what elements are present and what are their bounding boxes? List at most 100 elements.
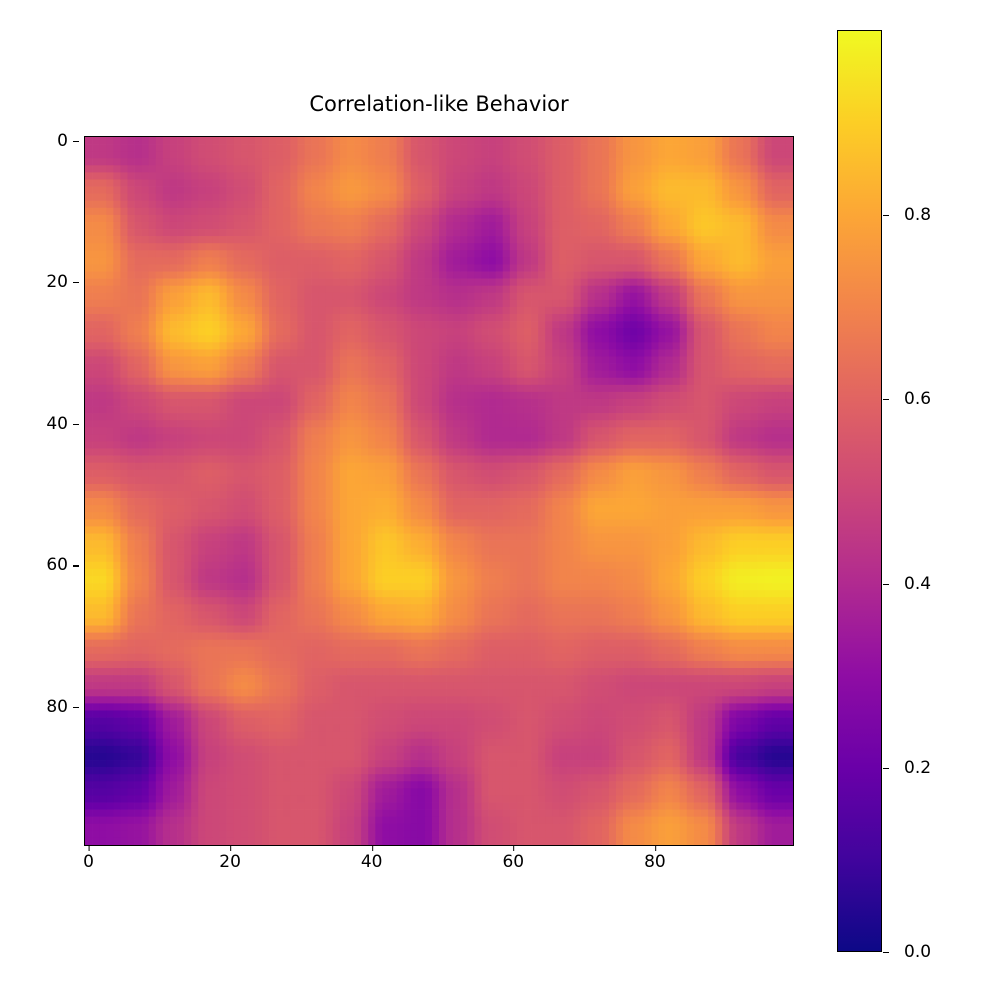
heatmap-cell [538, 186, 546, 194]
heatmap-cell [141, 137, 150, 145]
heatmap-cell [368, 144, 376, 152]
heatmap-cell [736, 335, 744, 343]
heatmap-cell [672, 221, 681, 230]
heatmap-cell [205, 200, 213, 209]
heatmap-cell [354, 144, 362, 152]
heatmap-cell [339, 221, 348, 230]
heatmap-cell [467, 427, 475, 435]
heatmap-cell [361, 285, 369, 294]
heatmap-cell [785, 349, 793, 357]
heatmap-cell [771, 257, 780, 265]
heatmap-cell [368, 356, 376, 364]
heatmap-cell [410, 483, 419, 492]
heatmap-cell [304, 264, 312, 272]
heatmap-cell [113, 413, 121, 421]
heatmap-cell [205, 335, 213, 343]
heatmap-cell [283, 172, 291, 180]
heatmap-cell [283, 335, 291, 343]
heatmap-cell [318, 278, 327, 287]
heatmap-cell [410, 299, 419, 308]
heatmap-cell [453, 349, 461, 357]
heatmap-cell [495, 384, 504, 393]
heatmap-cell [693, 186, 702, 194]
heatmap-cell [290, 377, 298, 386]
heatmap-cell [708, 179, 716, 187]
heatmap-cell [431, 264, 440, 272]
heatmap-cell [184, 370, 192, 379]
heatmap-cell [177, 214, 185, 223]
heatmap-cell [516, 455, 525, 464]
heatmap-cell [467, 137, 475, 145]
heatmap-cell [269, 406, 277, 414]
heatmap-cell [785, 363, 793, 371]
heatmap-cell [743, 349, 751, 357]
heatmap-cell [594, 207, 603, 216]
heatmap-cell [325, 406, 334, 414]
heatmap-cell [431, 420, 440, 428]
heatmap-cell [601, 427, 610, 435]
heatmap-cell [531, 264, 539, 272]
heatmap-cell [283, 285, 291, 294]
heatmap-cell [729, 420, 737, 428]
heatmap-cell [637, 271, 645, 279]
heatmap-cell [304, 271, 312, 279]
heatmap-cell [630, 278, 638, 287]
heatmap-cell [771, 441, 780, 449]
heatmap-cell [559, 321, 567, 329]
heatmap-cell [155, 328, 164, 336]
heatmap-cell [219, 299, 227, 308]
heatmap-cell [594, 434, 603, 442]
heatmap-cell [616, 137, 624, 145]
heatmap-cell [169, 137, 178, 145]
heatmap-cell [700, 314, 709, 322]
heatmap-cell [722, 441, 730, 449]
heatmap-cell [226, 264, 235, 272]
heatmap-cell [198, 193, 206, 202]
heatmap-cell [339, 448, 348, 456]
heatmap-cell [750, 441, 758, 449]
heatmap-cell [339, 151, 348, 159]
heatmap-cell [361, 200, 369, 209]
heatmap-cell [113, 462, 121, 471]
heatmap-cell [283, 476, 291, 485]
heatmap-cell [113, 144, 121, 152]
heatmap-cell [417, 363, 426, 371]
heatmap-cell [736, 306, 744, 315]
heatmap-cell [169, 342, 178, 350]
heatmap-cell [474, 398, 482, 407]
heatmap-cell [750, 391, 758, 400]
heatmap-cell [191, 420, 199, 428]
heatmap-cell [708, 144, 716, 152]
heatmap-cell [247, 370, 256, 379]
heatmap-cell [601, 349, 610, 357]
heatmap-cell [587, 172, 596, 180]
heatmap-cell [368, 427, 376, 435]
heatmap-cell [488, 207, 496, 216]
heatmap-cell [212, 285, 220, 294]
heatmap-cell [417, 335, 426, 343]
heatmap-cell [269, 370, 277, 379]
heatmap-cell [467, 285, 475, 294]
heatmap-cell [552, 462, 560, 471]
heatmap-cell [566, 179, 574, 187]
heatmap-cell [651, 476, 659, 485]
heatmap-cell [509, 391, 518, 400]
heatmap-cell [644, 356, 652, 364]
heatmap-cell [594, 193, 603, 202]
heatmap-cell [311, 321, 319, 329]
heatmap-cell [290, 335, 298, 343]
heatmap-cell [785, 278, 793, 287]
heatmap-cell [85, 137, 93, 145]
heatmap-cell [212, 250, 220, 258]
heatmap-cell [318, 271, 327, 279]
heatmap-cell [467, 179, 475, 187]
heatmap-cell [474, 462, 482, 471]
heatmap-cell [219, 165, 227, 173]
heatmap-cell [311, 214, 319, 223]
heatmap-cell [106, 377, 114, 386]
heatmap-cell [630, 356, 638, 364]
heatmap-cell [729, 165, 737, 173]
heatmap-cell [601, 420, 610, 428]
heatmap-cell [665, 179, 673, 187]
heatmap-cell [184, 391, 192, 400]
